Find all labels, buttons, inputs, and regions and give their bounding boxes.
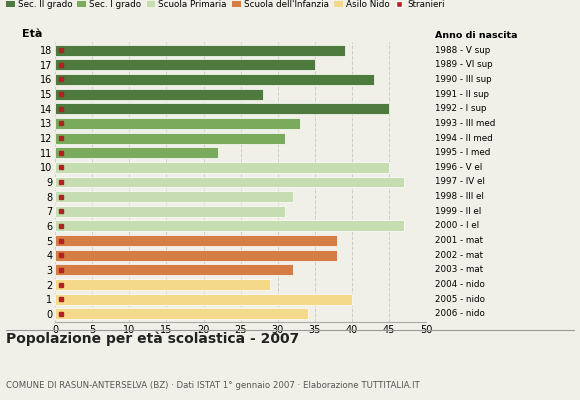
Text: 1991 - II sup: 1991 - II sup bbox=[435, 90, 489, 98]
Bar bbox=[55, 235, 337, 246]
Bar bbox=[55, 132, 285, 144]
Bar bbox=[55, 220, 404, 232]
Text: 1996 - V el: 1996 - V el bbox=[435, 163, 483, 172]
Text: 1995 - I med: 1995 - I med bbox=[435, 148, 491, 157]
Bar bbox=[55, 206, 285, 217]
Bar bbox=[55, 279, 270, 290]
Bar bbox=[55, 44, 345, 56]
Text: Anno di nascita: Anno di nascita bbox=[435, 30, 517, 40]
Text: 2000 - I el: 2000 - I el bbox=[435, 222, 479, 230]
Bar bbox=[55, 59, 315, 70]
Text: 1994 - II med: 1994 - II med bbox=[435, 134, 493, 142]
Text: 1999 - II el: 1999 - II el bbox=[435, 207, 481, 216]
Legend: Sec. II grado, Sec. I grado, Scuola Primaria, Scuola dell'Infanzia, Asilo Nido, : Sec. II grado, Sec. I grado, Scuola Prim… bbox=[6, 0, 444, 9]
Text: 1988 - V sup: 1988 - V sup bbox=[435, 46, 490, 54]
Bar bbox=[55, 294, 352, 305]
Text: 1993 - III med: 1993 - III med bbox=[435, 119, 495, 128]
Bar bbox=[55, 264, 293, 276]
Bar bbox=[55, 250, 337, 261]
Bar bbox=[55, 308, 307, 320]
Text: COMUNE DI RASUN-ANTERSELVA (BZ) · Dati ISTAT 1° gennaio 2007 · Elaborazione TUTT: COMUNE DI RASUN-ANTERSELVA (BZ) · Dati I… bbox=[6, 381, 419, 390]
Text: 2004 - nido: 2004 - nido bbox=[435, 280, 485, 289]
Bar bbox=[55, 162, 389, 173]
Text: 2006 - nido: 2006 - nido bbox=[435, 310, 485, 318]
Text: 2005 - nido: 2005 - nido bbox=[435, 295, 485, 304]
Bar bbox=[55, 147, 219, 158]
Text: 1997 - IV el: 1997 - IV el bbox=[435, 178, 485, 186]
Text: 2003 - mat: 2003 - mat bbox=[435, 266, 483, 274]
Bar bbox=[55, 88, 263, 100]
Text: 2001 - mat: 2001 - mat bbox=[435, 236, 483, 245]
Bar bbox=[55, 103, 389, 114]
Text: Età: Età bbox=[21, 29, 42, 39]
Bar bbox=[55, 191, 293, 202]
Text: 1998 - III el: 1998 - III el bbox=[435, 192, 484, 201]
Text: 2002 - mat: 2002 - mat bbox=[435, 251, 483, 260]
Bar bbox=[55, 176, 404, 188]
Text: Popolazione per età scolastica - 2007: Popolazione per età scolastica - 2007 bbox=[6, 332, 299, 346]
Text: 1989 - VI sup: 1989 - VI sup bbox=[435, 60, 492, 69]
Text: 1990 - III sup: 1990 - III sup bbox=[435, 75, 492, 84]
Bar bbox=[55, 74, 374, 85]
Bar bbox=[55, 118, 300, 129]
Text: 1992 - I sup: 1992 - I sup bbox=[435, 104, 487, 113]
